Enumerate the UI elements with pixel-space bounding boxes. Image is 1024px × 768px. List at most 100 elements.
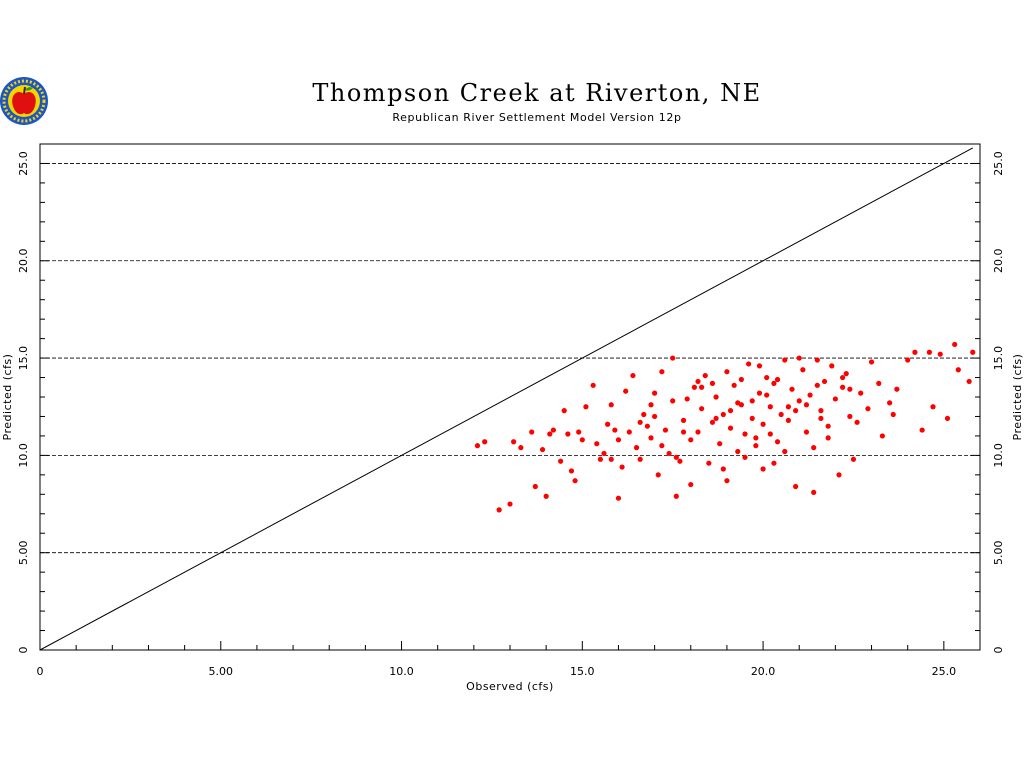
y-axis-label-left: Predicted (cfs) — [1, 354, 14, 441]
data-point — [731, 382, 737, 388]
x-tick-label: 25.0 — [932, 665, 957, 678]
data-point — [868, 359, 875, 365]
data-point — [699, 384, 705, 390]
data-point — [746, 361, 752, 367]
data-point — [778, 411, 784, 418]
x-tick-label: 0 — [37, 665, 44, 678]
data-point — [785, 417, 791, 423]
data-point — [814, 382, 820, 388]
data-point — [803, 402, 810, 408]
data-point — [771, 380, 777, 386]
data-point — [738, 376, 744, 383]
x-tick-label: 20.0 — [751, 665, 776, 678]
data-point — [760, 466, 766, 472]
x-tick-label: 5.00 — [209, 665, 234, 678]
y-tick-label-right: 10.0 — [992, 443, 1005, 468]
data-point — [796, 398, 802, 404]
data-point — [879, 433, 885, 439]
data-point — [565, 431, 571, 437]
data-point — [572, 478, 578, 484]
data-point — [735, 400, 741, 406]
data-point — [840, 384, 846, 390]
data-point — [673, 493, 679, 499]
data-point — [720, 466, 726, 472]
data-point — [825, 435, 831, 441]
data-point — [684, 396, 690, 402]
data-point — [695, 378, 701, 385]
data-point — [648, 402, 654, 408]
data-point — [688, 481, 694, 488]
y-tick-label-right: 0 — [992, 647, 1005, 654]
data-point — [511, 439, 517, 445]
data-point — [633, 445, 640, 451]
data-point — [789, 386, 795, 392]
data-point — [717, 441, 723, 447]
data-point — [474, 443, 481, 449]
data-point — [670, 355, 676, 361]
data-point — [594, 441, 600, 447]
data-point — [818, 415, 824, 422]
data-point — [713, 415, 719, 422]
data-point — [623, 388, 629, 394]
data-point — [970, 349, 976, 355]
data-point — [800, 367, 806, 373]
data-point — [930, 404, 936, 410]
y-tick-label-left: 0 — [17, 647, 30, 654]
data-point — [543, 493, 549, 499]
data-point — [539, 446, 546, 453]
data-point — [655, 472, 661, 478]
data-point — [749, 398, 755, 404]
data-point — [626, 429, 632, 435]
data-point — [568, 468, 575, 474]
chart-subtitle: Republican River Settlement Model Versio… — [392, 111, 681, 124]
data-point — [850, 456, 857, 462]
data-point — [691, 384, 697, 390]
data-point — [771, 460, 777, 466]
data-point — [637, 456, 643, 462]
y-tick-label-left: 20.0 — [17, 249, 30, 274]
data-point — [774, 376, 781, 383]
data-point — [796, 355, 802, 361]
data-point — [601, 450, 607, 457]
data-point — [966, 378, 972, 385]
data-point — [843, 371, 849, 377]
chart-title: Thompson Creek at Riverton, NE — [312, 79, 761, 107]
data-point — [876, 380, 882, 386]
data-point — [753, 435, 759, 441]
data-point — [735, 448, 741, 455]
data-point — [724, 369, 730, 375]
data-point — [706, 460, 712, 466]
data-point — [482, 439, 488, 445]
data-point — [702, 372, 708, 379]
y-tick-label-left: 10.0 — [17, 443, 30, 468]
data-point — [608, 402, 614, 408]
data-point — [605, 421, 611, 427]
data-point — [673, 454, 679, 460]
data-point — [756, 390, 763, 396]
data-point — [894, 386, 900, 392]
data-point — [727, 408, 734, 414]
data-point — [579, 437, 585, 443]
data-point — [677, 458, 683, 464]
data-point — [858, 390, 864, 396]
data-point — [756, 363, 763, 369]
data-point — [782, 448, 788, 455]
data-point — [847, 386, 853, 392]
data-point — [793, 408, 799, 414]
data-point — [832, 396, 838, 402]
data-point — [742, 431, 748, 437]
data-point — [836, 472, 842, 478]
data-point — [590, 382, 596, 388]
data-point — [699, 406, 705, 412]
data-point — [825, 423, 831, 429]
data-point — [615, 495, 622, 501]
data-point — [764, 374, 770, 381]
data-point — [865, 406, 871, 412]
data-point — [774, 439, 781, 445]
y-tick-label-right: 25.0 — [992, 151, 1005, 176]
y-tick-label-left: 15.0 — [17, 346, 30, 371]
data-point — [496, 507, 502, 513]
data-point — [659, 443, 665, 449]
data-point — [644, 423, 650, 429]
